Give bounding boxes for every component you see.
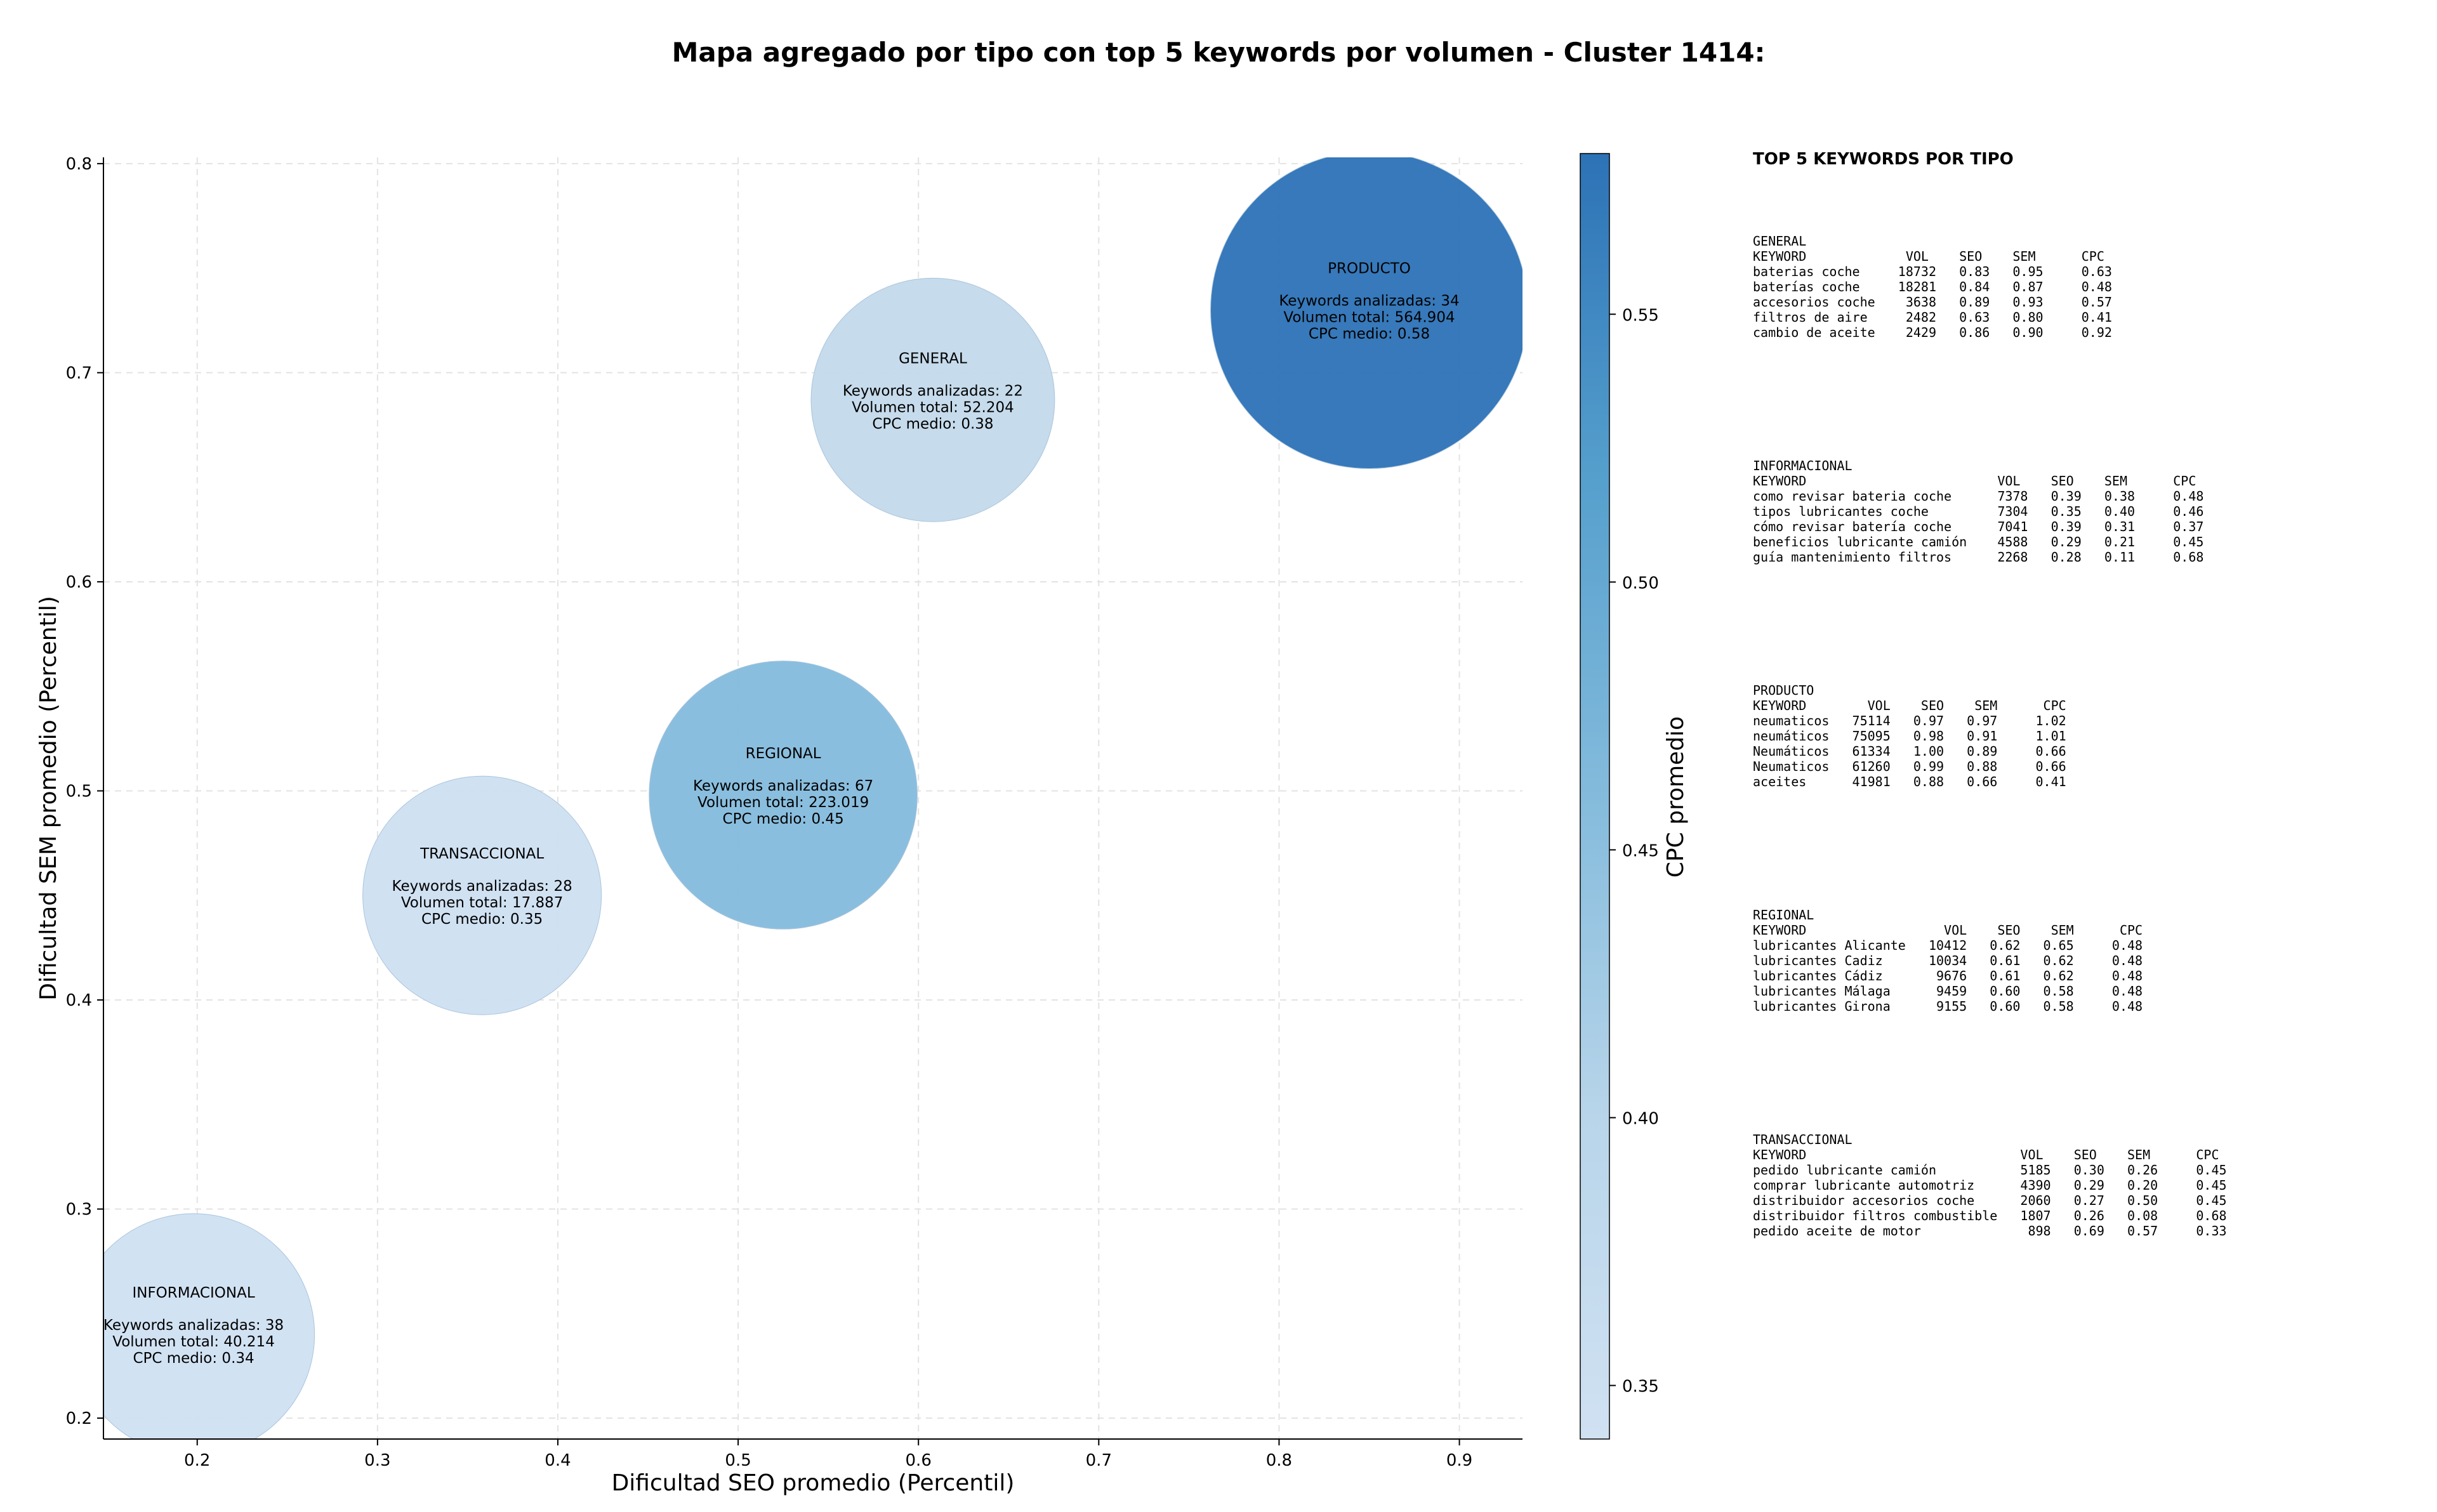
- bubble-volume-label: Volumen total: 564.904: [1283, 310, 1455, 326]
- keyword-block-type: PRODUCTO: [1753, 683, 1814, 698]
- bubble-cpc-label: CPC medio: 0.38: [872, 416, 993, 432]
- x-tick-label: 0.6: [906, 1451, 932, 1470]
- colorbar-ticks: 0.35 0.40 0.45 0.50 0.55: [1609, 306, 1659, 1397]
- keyword-row: pedido lubricante camión 5185 0.30 0.26 …: [1753, 1162, 2227, 1178]
- bubble-transaccional: [362, 775, 602, 1015]
- keyword-row: distribuidor filtros combustible 1807 0.…: [1753, 1208, 2227, 1223]
- keyword-row: lubricantes Málaga 9459 0.60 0.58 0.48: [1753, 983, 2143, 999]
- bubble-volume-label: Volumen total: 40.214: [112, 1334, 275, 1350]
- bubble-keywords-label: Keywords analizadas: 67: [693, 778, 873, 794]
- keyword-block-type: INFORMACIONAL: [1753, 458, 1853, 473]
- bubble-cpc-label: CPC medio: 0.34: [133, 1350, 254, 1367]
- keyword-block-transaccional: TRANSACCIONAL KEYWORD VOL SEO SEM CPC pedi…: [1753, 1132, 2426, 1357]
- bubble-cpc-label: CPC medio: 0.35: [421, 911, 543, 928]
- x-axis-label: Dificultad SEO promedio (Percentil): [612, 1470, 1015, 1496]
- top-keywords-title: TOP 5 KEYWORDS POR TIPO: [1753, 150, 2014, 169]
- bubble-type-label: TRANSACCIONAL: [419, 846, 544, 862]
- keyword-row: neumaticos 75114 0.97 0.97 1.02: [1753, 713, 2066, 728]
- bubble-cpc-label: CPC medio: 0.58: [1309, 326, 1430, 343]
- bubble-cpc-label: CPC medio: 0.45: [723, 811, 844, 827]
- figure-title: Mapa agregado por tipo con top 5 keyword…: [671, 37, 1766, 68]
- keyword-block-type: TRANSACCIONAL: [1753, 1132, 1853, 1147]
- keyword-row: lubricantes Cadiz 10034 0.61 0.62 0.48: [1753, 953, 2143, 968]
- y-tick-label: 0.6: [66, 573, 92, 592]
- keyword-row: beneficios lubricante camión 4588 0.29 0…: [1753, 534, 2204, 549]
- keyword-row: lubricantes Cádiz 9676 0.61 0.62 0.48: [1753, 968, 2143, 983]
- keyword-row: neumáticos 75095 0.98 0.91 1.01: [1753, 728, 2066, 744]
- keyword-row: tipos lubricantes coche 7304 0.35 0.40 0…: [1753, 504, 2204, 519]
- keyword-block-header: KEYWORD VOL SEO SEM CPC: [1753, 1147, 2219, 1162]
- keyword-block-header: KEYWORD VOL SEO SEM CPC: [1753, 473, 2196, 489]
- bubble-type-label: REGIONAL: [746, 746, 821, 762]
- x-tick-label: 0.8: [1266, 1451, 1292, 1470]
- bubbles: [103, 157, 1522, 1439]
- keyword-row: baterias coche 18732 0.83 0.95 0.63: [1753, 264, 2112, 279]
- colorbar-tick-label: 0.50: [1622, 574, 1659, 593]
- y-tick-label: 0.2: [66, 1409, 92, 1428]
- y-tick-label: 0.3: [66, 1200, 92, 1219]
- keyword-row: como revisar bateria coche 7378 0.39 0.3…: [1753, 489, 2204, 504]
- colorbar-label: CPC promedio: [1663, 716, 1689, 878]
- bubble-volume-label: Volumen total: 223.019: [697, 794, 869, 811]
- bubble-volume-label: Volumen total: 52.204: [852, 399, 1014, 416]
- keyword-row: lubricantes Alicante 10412 0.62 0.65 0.4…: [1753, 938, 2143, 953]
- keyword-block-header: KEYWORD VOL SEO SEM CPC: [1753, 249, 2104, 264]
- y-tick-label: 0.5: [66, 782, 92, 801]
- colorbar-tick-label: 0.55: [1622, 306, 1659, 325]
- bubble-producto: [1210, 157, 1522, 469]
- keyword-block-type: GENERAL: [1753, 233, 1807, 249]
- bubble-keywords-label: Keywords analizadas: 28: [392, 878, 572, 895]
- x-tick-label: 0.4: [545, 1451, 571, 1470]
- ticks: 0.2 0.3 0.4 0.5 0.6 0.7 0.8 0.9 0.2 0.3 0.4 0.5 0.6 0…: [66, 155, 1473, 1470]
- keyword-row: pedido aceite de motor 898 0.69 0.57 0.3…: [1753, 1223, 2227, 1239]
- x-tick-label: 0.5: [725, 1451, 751, 1470]
- keyword-row: Neumaticos 61260 0.99 0.88 0.66: [1753, 759, 2066, 774]
- bubble-regional: [649, 661, 918, 930]
- keyword-block-general: GENERAL KEYWORD VOL SEO SEM CPC baterias c…: [1753, 233, 2426, 458]
- bubble-type-label: GENERAL: [899, 350, 967, 367]
- bubble-keywords-label: Keywords analizadas: 38: [103, 1317, 284, 1334]
- colorbar-tick-label: 0.35: [1622, 1377, 1659, 1397]
- keyword-row: baterías coche 18281 0.84 0.87 0.48: [1753, 279, 2112, 294]
- keyword-block-header: KEYWORD VOL SEO SEM CPC: [1753, 923, 2143, 938]
- keyword-blocks: GENERAL KEYWORD VOL SEO SEM CPC baterias c…: [1753, 233, 2426, 1357]
- x-tick-label: 0.7: [1086, 1451, 1112, 1470]
- y-tick-label: 0.8: [66, 155, 92, 174]
- keyword-block-producto: PRODUCTO KEYWORD VOL SEO SEM CPC neumatico…: [1753, 683, 2426, 907]
- y-tick-label: 0.4: [66, 991, 92, 1010]
- colorbar-tick-label: 0.45: [1622, 841, 1659, 860]
- bubble-general: [810, 277, 1055, 522]
- bubble-informacional: [103, 1213, 315, 1439]
- y-tick-label: 0.7: [66, 364, 92, 383]
- keyword-block-informacional: INFORMACIONAL KEYWORD VOL SEO SEM CPC como…: [1753, 458, 2426, 683]
- x-tick-label: 0.9: [1446, 1451, 1472, 1470]
- bubble-type-label: PRODUCTO: [1328, 261, 1411, 277]
- keyword-row: cómo revisar batería coche 7041 0.39 0.3…: [1753, 519, 2204, 534]
- bubble-type-label: INFORMACIONAL: [132, 1285, 254, 1301]
- keyword-block-type: REGIONAL: [1753, 907, 1814, 923]
- x-tick-label: 0.3: [364, 1451, 390, 1470]
- keyword-row: lubricantes Girona 9155 0.60 0.58 0.48: [1753, 999, 2143, 1014]
- keyword-row: aceites 41981 0.88 0.66 0.41: [1753, 774, 2066, 789]
- keyword-block-regional: REGIONAL KEYWORD VOL SEO SEM CPC lubricant…: [1753, 907, 2426, 1132]
- axes: [103, 157, 1522, 1440]
- keyword-row: guía mantenimiento filtros 2268 0.28 0.1…: [1753, 549, 2204, 565]
- keyword-row: filtros de aire 2482 0.63 0.80 0.41: [1753, 310, 2112, 325]
- keyword-row: accesorios coche 3638 0.89 0.93 0.57: [1753, 294, 2112, 310]
- bubble-volume-label: Volumen total: 17.887: [401, 895, 564, 911]
- colorbar-tick-label: 0.40: [1622, 1110, 1659, 1129]
- keyword-row: distribuidor accesorios coche 2060 0.27 …: [1753, 1193, 2227, 1208]
- keyword-row: Neumáticos 61334 1.00 0.89 0.66: [1753, 744, 2066, 759]
- top-keywords-panel: TOP 5 KEYWORDS POR TIPO GENERAL KEYWORD V…: [1753, 150, 2426, 1357]
- keyword-row: cambio de aceite 2429 0.86 0.90 0.92: [1753, 325, 2112, 340]
- bubble-keywords-label: Keywords analizadas: 34: [1279, 293, 1459, 310]
- y-axis-label: Dificultad SEM promedio (Percentil): [36, 596, 62, 1001]
- bubble-keywords-label: Keywords analizadas: 22: [843, 383, 1023, 399]
- x-tick-label: 0.2: [184, 1451, 210, 1470]
- keyword-block-header: KEYWORD VOL SEO SEM CPC: [1753, 698, 2066, 713]
- colorbar: [1580, 153, 1610, 1440]
- keyword-row: comprar lubricante automotriz 4390 0.29 …: [1753, 1178, 2227, 1193]
